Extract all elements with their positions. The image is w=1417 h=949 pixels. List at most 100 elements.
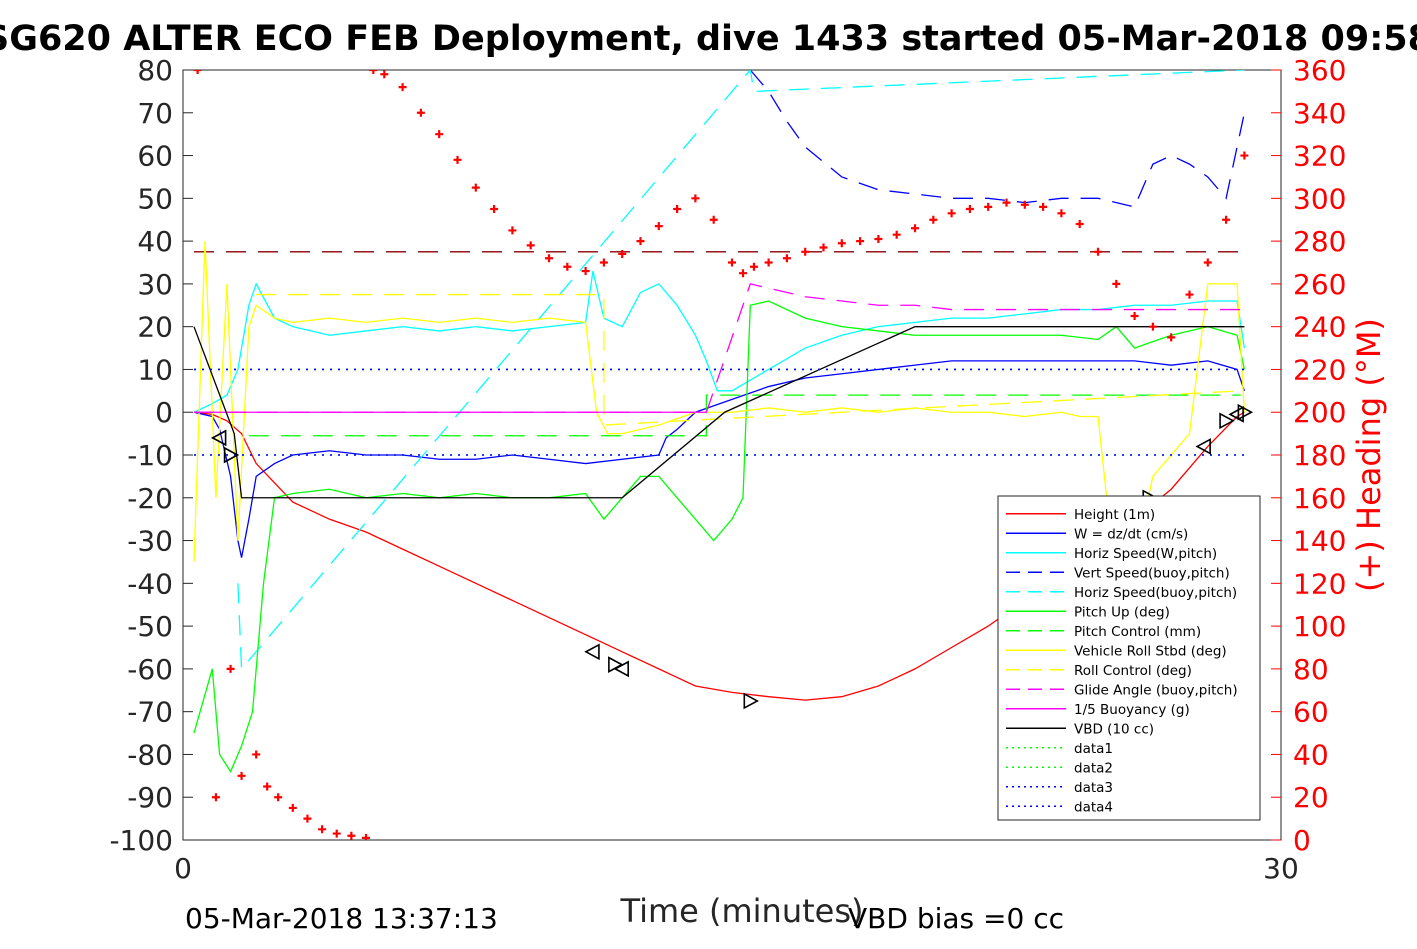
heading-point <box>1148 322 1157 331</box>
event-marker <box>1195 438 1211 455</box>
legend-label: data1 <box>1074 741 1113 757</box>
y-tick-label: 20 <box>137 311 173 344</box>
heading-point <box>801 247 810 256</box>
y-tick-label: -100 <box>109 824 173 857</box>
y2-tick-label: 300 <box>1293 182 1346 215</box>
heading-point <box>303 814 312 823</box>
series-line-horiz-speed-buoy-pitch <box>237 70 1245 671</box>
y2-axis-label: (+) Heading (°M) <box>1350 318 1388 592</box>
plot-area: 80706050403020100-10-20-30-40-50-60-70-8… <box>109 54 1346 885</box>
heading-point <box>654 222 663 231</box>
y2-tick-label: 360 <box>1293 54 1346 87</box>
y2-tick-label: 0 <box>1293 824 1311 857</box>
heading-point <box>837 239 846 248</box>
event-marker <box>1219 412 1235 430</box>
heading-point <box>347 831 356 840</box>
heading-point <box>471 183 480 192</box>
y2-tick-label: 100 <box>1293 610 1346 643</box>
heading-point <box>1075 220 1084 228</box>
heading-point <box>984 202 993 211</box>
y2-tick-label: 120 <box>1293 567 1346 600</box>
event-marker <box>584 643 600 661</box>
y-tick-label: 50 <box>137 182 173 215</box>
event-marker <box>613 660 629 678</box>
y2-tick-label: 240 <box>1293 311 1346 344</box>
heading-point <box>728 258 736 267</box>
heading-point <box>1167 333 1176 342</box>
chart-title: SG620 ALTER ECO FEB Deployment, dive 143… <box>0 19 1417 59</box>
heading-point <box>1002 198 1011 207</box>
series-line-vert-speed-buoy-pitch <box>749 70 1246 208</box>
heading-point <box>581 267 590 276</box>
heading-point <box>599 258 608 267</box>
heading-point <box>749 262 758 271</box>
heading-point <box>453 155 462 164</box>
event-marker <box>210 429 227 447</box>
heading-point <box>398 83 407 92</box>
legend-label: Vert Speed(buoy,pitch) <box>1074 565 1230 581</box>
y-tick-label: 0 <box>155 396 173 429</box>
legend-label: W = dz/dt (cm/s) <box>1074 526 1188 542</box>
x-axis-label: Time (minutes) <box>620 892 864 930</box>
y-tick-label: -40 <box>127 567 173 600</box>
heading-point <box>435 130 444 139</box>
heading-point <box>636 237 645 246</box>
y2-tick-label: 320 <box>1293 140 1346 173</box>
heading-point <box>318 825 327 834</box>
heading-point <box>782 254 791 263</box>
legend-label: Glide Angle (buoy,pitch) <box>1074 682 1238 698</box>
heading-point <box>263 782 272 791</box>
y-tick-label: 60 <box>137 140 173 173</box>
y-tick-label: -30 <box>127 525 173 558</box>
event-marker <box>223 446 240 464</box>
heading-point <box>965 205 974 214</box>
y-tick-label: -50 <box>127 610 173 643</box>
y-tick-label: -80 <box>127 738 173 771</box>
legend-label: Pitch Up (deg) <box>1074 604 1170 620</box>
legend-label: Vehicle Roll Stbd (deg) <box>1074 643 1227 659</box>
heading-point <box>332 829 341 838</box>
heading-point <box>526 241 535 250</box>
legend-label: VBD (10 cc) <box>1074 721 1154 737</box>
series-line-pitch-control-mm <box>248 394 1241 437</box>
heading-point <box>819 243 828 252</box>
y-tick-label: -10 <box>127 439 173 472</box>
heading-point <box>673 205 682 214</box>
event-marker <box>743 692 759 710</box>
y-tick-label: -70 <box>127 696 173 729</box>
y-tick-label: 70 <box>137 97 173 130</box>
y-tick-label: 80 <box>137 54 173 87</box>
event-marker <box>1228 406 1244 423</box>
footer-timestamp: 05-Mar-2018 13:37:13 <box>185 902 498 935</box>
y2-tick-label: 140 <box>1293 525 1346 558</box>
heading-point <box>1020 200 1029 209</box>
heading-point <box>709 215 718 224</box>
legend: Height (1m) W = dz/dt (cm/s) Horiz Speed(W… <box>997 495 1261 821</box>
heading-point <box>252 750 261 759</box>
legend-label: Horiz Speed(buoy,pitch) <box>1074 585 1237 601</box>
legend-label: data4 <box>1074 799 1113 815</box>
heading-point <box>892 230 901 239</box>
y-tick-label: -60 <box>127 653 173 686</box>
legend-label: Height (1m) <box>1074 507 1155 523</box>
y-tick-label: -90 <box>127 781 173 814</box>
legend-label: 1/5 Buoyancy (g) <box>1074 702 1190 718</box>
legend-label: data3 <box>1074 780 1113 796</box>
y2-tick-label: 220 <box>1293 353 1346 386</box>
heading-point <box>1222 215 1231 224</box>
heading-point <box>288 803 297 812</box>
y-tick-label: 30 <box>137 268 173 301</box>
heading-point <box>874 234 883 243</box>
y2-tick-label: 340 <box>1293 97 1346 130</box>
heading-point <box>1057 209 1066 218</box>
y2-tick-label: 260 <box>1293 268 1346 301</box>
heading-point <box>508 226 517 235</box>
y2-tick-label: 40 <box>1293 738 1329 771</box>
legend-box <box>997 495 1261 821</box>
y2-tick-label: 180 <box>1293 439 1346 472</box>
heading-point <box>274 793 283 802</box>
series-line-roll-control-deg <box>256 293 1241 426</box>
heading-point <box>226 664 235 673</box>
